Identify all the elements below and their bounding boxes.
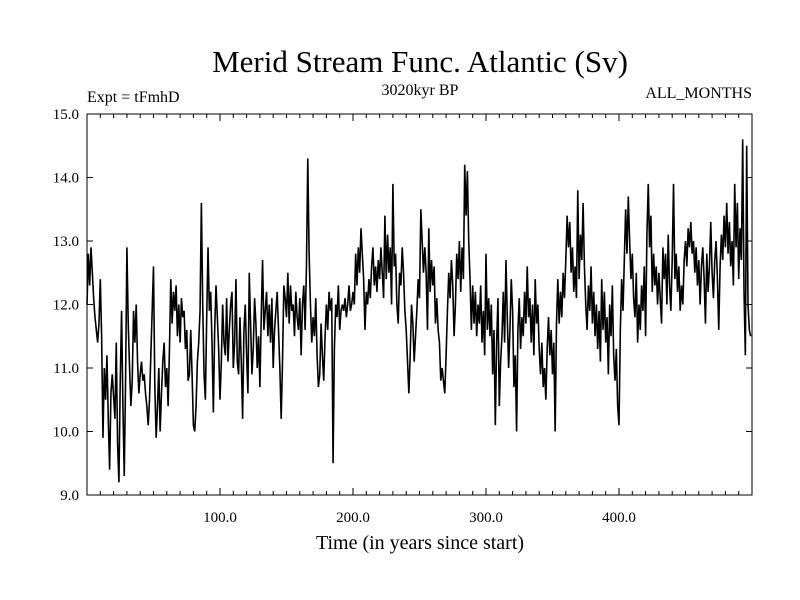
experiment-label: Expt = tFmhD	[87, 89, 180, 106]
x-tick-label: 300.0	[469, 510, 503, 526]
y-tick-label: 10.0	[53, 425, 79, 441]
x-axis-label: Time (in years since start)	[316, 532, 524, 554]
x-tick-label: 100.0	[203, 510, 237, 526]
y-tick-label: 15.0	[53, 107, 79, 123]
y-tick-label: 13.0	[53, 234, 79, 250]
y-axis-ticks: 9.0 10.0 11.0 12.0 13.0 14.0 15.0	[53, 107, 752, 504]
period-label: 3020kyr BP	[382, 82, 459, 99]
x-axis-ticks: 100.0 200.0 300.0 400.0	[99, 114, 740, 526]
series-line	[86, 139, 752, 483]
chart-title: Merid Stream Func. Atlantic (Sv)	[212, 44, 628, 79]
x-tick-label: 200.0	[336, 510, 370, 526]
months-label: ALL_MONTHS	[645, 85, 752, 102]
x-tick-label: 400.0	[602, 510, 636, 526]
y-tick-label: 12.0	[53, 298, 79, 314]
y-tick-label: 14.0	[53, 171, 79, 187]
y-tick-label: 9.0	[60, 488, 79, 504]
y-tick-label: 11.0	[53, 361, 79, 377]
plot-frame	[86, 113, 753, 496]
